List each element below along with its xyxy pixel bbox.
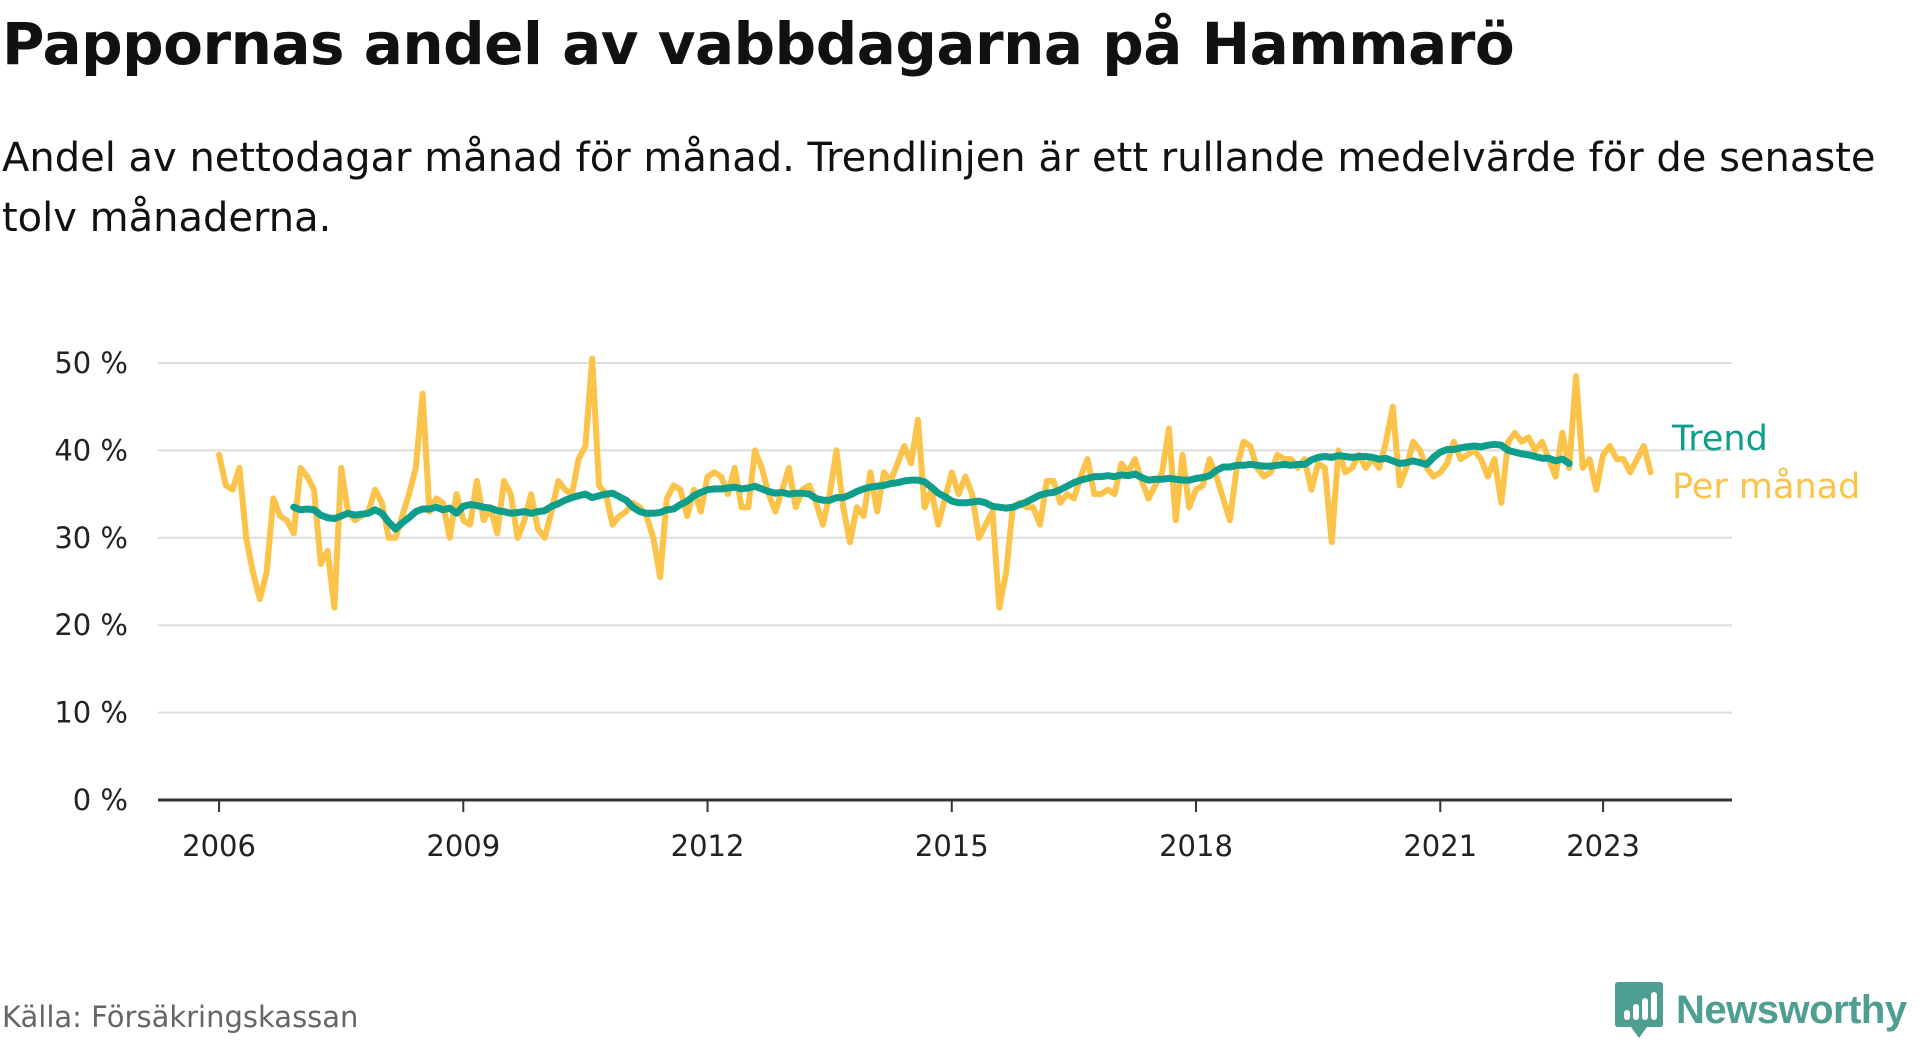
y-tick-label: 40 % bbox=[54, 433, 128, 467]
x-tick-label: 2023 bbox=[1566, 829, 1640, 863]
y-tick-label: 50 % bbox=[54, 346, 128, 380]
series-line-trend bbox=[290, 440, 1573, 533]
brand-logo: Newsworthy bbox=[1614, 980, 1907, 1040]
y-tick-label: 20 % bbox=[54, 608, 128, 642]
x-tick-label: 2006 bbox=[182, 829, 256, 863]
legend-label-monthly: Per månad bbox=[1672, 466, 1860, 507]
x-axis: 2006 2009 2012 2015 2018 2021 2023 bbox=[158, 798, 1732, 863]
x-tick-label: 2015 bbox=[915, 829, 989, 863]
chart-subtitle: Andel av nettodagar månad för månad. Tre… bbox=[2, 135, 1876, 241]
chart-title: Pappornas andel av vabbdagarna på Hammar… bbox=[2, 10, 1515, 78]
y-axis-labels: 0 % 10 % 20 % 30 % 40 % 50 % bbox=[54, 346, 128, 817]
series-line-per-manad bbox=[216, 355, 1654, 611]
legend-label-trend: Trend bbox=[1671, 419, 1768, 459]
y-tick-label: 10 % bbox=[54, 696, 128, 730]
x-tick-label: 2021 bbox=[1403, 829, 1477, 863]
source-note: Källa: Försäkringskassan bbox=[2, 1000, 359, 1034]
x-tick-label: 2018 bbox=[1159, 829, 1233, 863]
series-layer bbox=[216, 355, 1654, 611]
line-chart: 0 % 10 % 20 % 30 % 40 % 50 % 2006 2009 2012 2015… bbox=[54, 346, 1860, 863]
x-tick-label: 2012 bbox=[671, 829, 745, 863]
x-tick-label: 2009 bbox=[426, 829, 500, 863]
newsworthy-logo-icon bbox=[1615, 982, 1663, 1038]
y-tick-label: 0 % bbox=[73, 783, 128, 817]
brand-name: Newsworthy bbox=[1676, 987, 1907, 1032]
y-tick-label: 30 % bbox=[54, 521, 128, 555]
